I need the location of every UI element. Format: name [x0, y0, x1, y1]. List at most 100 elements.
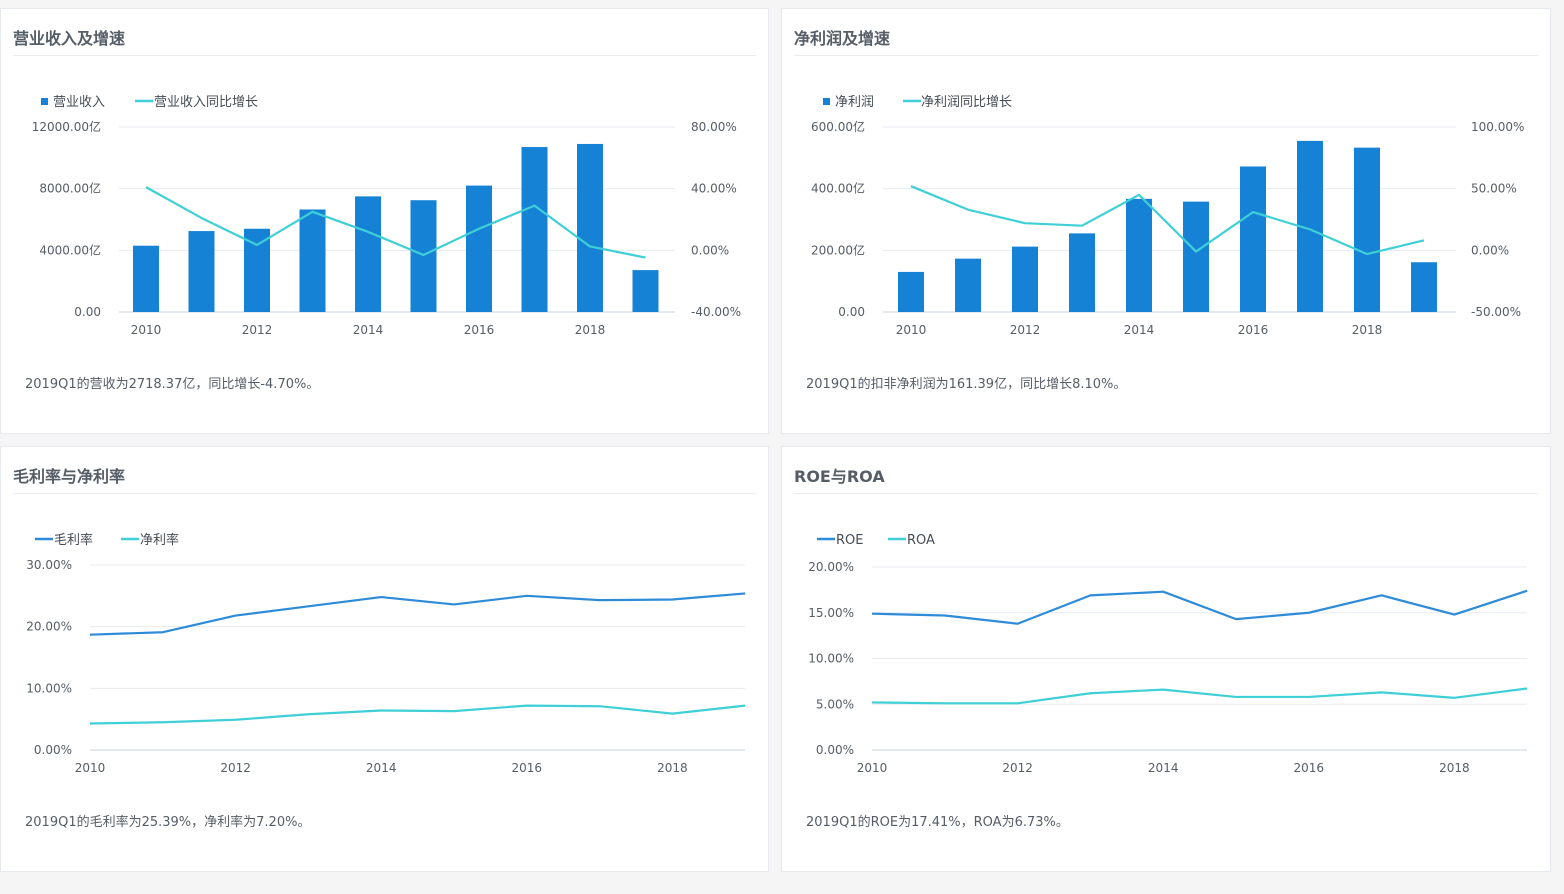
legend-label: 营业收入	[53, 95, 105, 110]
x-tick-label: 2016	[464, 323, 495, 337]
bar	[1411, 262, 1437, 312]
title-divider	[794, 493, 1538, 494]
y-tick-label: 20.00%	[26, 620, 72, 634]
x-tick-label: 2010	[75, 761, 106, 775]
series-line	[910, 185, 1425, 256]
legend-label: ROE	[836, 533, 863, 548]
y2-tick-label: 50.00%	[1471, 182, 1517, 196]
x-tick-label: 2014	[353, 323, 384, 337]
bar	[1012, 246, 1038, 312]
legend-label: 毛利率	[54, 532, 93, 548]
y-tick-label: 10.00%	[26, 681, 72, 695]
y-tick-label: 600.00亿	[811, 119, 865, 134]
y2-tick-label: -40.00%	[691, 305, 741, 319]
y-tick-label: 0.00%	[816, 743, 854, 757]
series-line	[89, 704, 746, 725]
chart-summary: 2019Q1的毛利率为25.39%，净利率为7.20%。	[25, 815, 311, 830]
legend-label: 营业收入同比增长	[154, 95, 258, 110]
x-tick-label: 2018	[575, 323, 606, 337]
title-divider	[13, 493, 756, 494]
bar	[1183, 201, 1209, 312]
bar	[188, 231, 215, 312]
y-tick-label: 12000.00亿	[32, 119, 101, 134]
x-tick-label: 2018	[1352, 323, 1383, 337]
bar	[1126, 198, 1152, 312]
y-tick-label: 0.00%	[34, 743, 72, 757]
x-tick-label: 2012	[1002, 761, 1033, 775]
x-tick-label: 2012	[1010, 323, 1041, 337]
margin-panel: 毛利率与净利率 0.00% 10.00% 20.00% 30.00% 2010 2012 2…	[0, 446, 769, 872]
panel-title: ROE与ROA	[794, 467, 885, 486]
bar	[521, 147, 548, 312]
x-tick-label: 2018	[1439, 761, 1470, 775]
legend-label: ROA	[907, 533, 935, 548]
bar	[1354, 147, 1380, 312]
x-tick-label: 2014	[1148, 761, 1179, 775]
y-tick-label: 200.00亿	[811, 242, 865, 257]
x-tick-label: 2012	[220, 761, 251, 775]
margin-chart: 0.00% 10.00% 20.00% 30.00% 2010 2012 2014 2016 2…	[26, 532, 746, 775]
bar	[299, 209, 326, 312]
legend-label: 净利润同比增长	[921, 95, 1012, 110]
chart-summary: 2019Q1的扣非净利润为161.39亿，同比增长8.10%。	[806, 377, 1127, 392]
legend-marker	[823, 98, 830, 105]
y-tick-label: 0.00	[74, 305, 101, 319]
bar	[355, 196, 381, 312]
x-tick-label: 2016	[1238, 323, 1269, 337]
x-tick-label: 2010	[131, 323, 162, 337]
y-tick-label: 0.00	[838, 305, 865, 319]
x-tick-label: 2010	[896, 323, 927, 337]
y2-tick-label: -50.00%	[1471, 305, 1521, 319]
x-tick-label: 2012	[242, 323, 273, 337]
x-tick-label: 2014	[1124, 323, 1155, 337]
title-divider	[794, 55, 1538, 56]
x-tick-label: 2018	[657, 761, 688, 775]
x-tick-label: 2016	[1294, 761, 1325, 775]
series-line	[871, 589, 1528, 625]
bar	[133, 245, 159, 312]
panel-title: 毛利率与净利率	[13, 467, 126, 486]
y2-tick-label: 0.00%	[1471, 243, 1509, 257]
revenue-panel: 营业收入及增速 0.00 4000.00亿 8000.00亿 12000.00亿 -40…	[0, 8, 769, 434]
net-profit-panel: 净利润及增速 0.00 200.00亿 400.00亿 600.00亿 -50.00% 0…	[781, 8, 1551, 434]
chart-summary: 2019Q1的ROE为17.41%，ROA为6.73%。	[806, 815, 1069, 830]
y2-tick-label: 100.00%	[1471, 120, 1524, 134]
x-tick-label: 2016	[512, 761, 543, 775]
bar	[955, 258, 981, 312]
x-tick-label: 2010	[857, 761, 888, 775]
series-line	[89, 592, 746, 636]
panel-title: 净利润及增速	[794, 29, 891, 48]
y2-tick-label: 80.00%	[691, 120, 737, 134]
y-tick-label: 20.00%	[808, 560, 854, 574]
y2-tick-label: 40.00%	[691, 182, 737, 196]
legend-label: 净利率	[140, 532, 179, 548]
y-tick-label: 30.00%	[26, 558, 72, 572]
roe-roa-panel: ROE与ROA 0.00% 5.00% 10.00% 15.00% 20.00% 2010…	[781, 446, 1551, 872]
bar	[244, 228, 270, 312]
legend-label: 净利润	[835, 95, 874, 110]
bar	[898, 271, 924, 312]
y-tick-label: 10.00%	[808, 652, 854, 666]
bar	[632, 270, 659, 312]
legend-marker	[41, 98, 48, 105]
bar	[577, 143, 603, 312]
y-tick-label: 4000.00亿	[39, 242, 101, 257]
net-profit-chart: 0.00 200.00亿 400.00亿 600.00亿 -50.00% 0.00% 50.…	[811, 95, 1524, 337]
y-tick-label: 8000.00亿	[39, 181, 101, 196]
bar	[466, 185, 492, 312]
y2-tick-label: 0.00%	[691, 243, 729, 257]
revenue-chart: 0.00 4000.00亿 8000.00亿 12000.00亿 -40.00% 0.00…	[32, 95, 741, 337]
title-divider	[13, 55, 756, 56]
bar	[1240, 166, 1266, 312]
series-line	[145, 186, 646, 259]
bar	[1069, 233, 1095, 312]
y-tick-label: 400.00亿	[811, 181, 865, 196]
series-line	[871, 687, 1528, 705]
chart-summary: 2019Q1的营收为2718.37亿，同比增长-4.70%。	[25, 377, 320, 392]
x-tick-label: 2014	[366, 761, 397, 775]
roe-roa-chart: 0.00% 5.00% 10.00% 15.00% 20.00% 2010 2012 2014…	[808, 533, 1528, 775]
panel-title: 营业收入及增速	[13, 29, 126, 48]
y-tick-label: 15.00%	[808, 606, 854, 620]
bar	[410, 200, 437, 312]
y-tick-label: 5.00%	[816, 697, 854, 711]
